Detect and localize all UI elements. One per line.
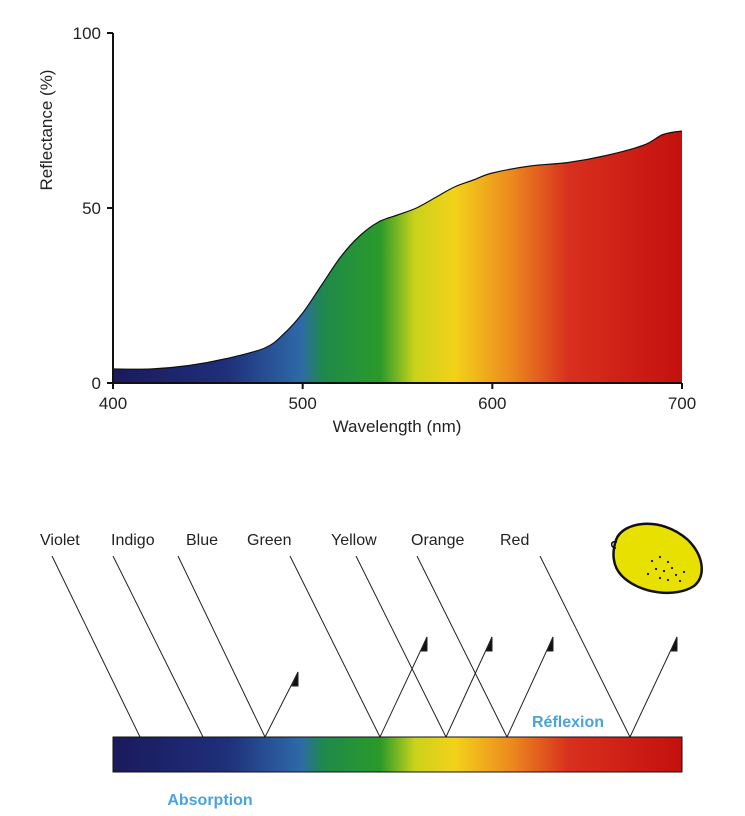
y-axis-label: Reflectance (%) — [37, 70, 56, 191]
x-axis-label: Wavelength (nm) — [333, 417, 462, 436]
x-tick-label: 700 — [668, 394, 696, 413]
y-tick-label: 0 — [92, 374, 101, 393]
reflectance-curve — [112, 130, 683, 370]
reflected-ray-1 — [264, 671, 299, 738]
y-tick-label: 100 — [73, 24, 101, 43]
reflected-ray-2 — [379, 636, 428, 738]
color-label-indigo: Indigo — [111, 532, 155, 549]
x-tick-label: 500 — [288, 394, 316, 413]
color-label-green: Green — [247, 532, 291, 549]
color-label-blue: Blue — [186, 532, 218, 549]
y-ticks: 0 50 100 — [73, 24, 113, 393]
ray-violet — [51, 555, 141, 738]
y-tick-label: 50 — [82, 199, 101, 218]
ray-red — [539, 555, 631, 738]
ray-blue — [177, 555, 266, 738]
color-label-violet: Violet — [40, 532, 80, 549]
lemon-body — [612, 522, 703, 595]
reflectance-chart: 0 50 100 400 500 600 700 Wavelength (nm) Refl… — [37, 24, 696, 436]
color-labels: Violet Indigo Blue Green Yellow Orange R… — [40, 532, 529, 549]
ray-orange — [416, 555, 508, 738]
x-tick-label: 600 — [478, 394, 506, 413]
x-ticks: 400 500 600 700 — [99, 383, 696, 413]
arrowhead-2-icon — [420, 636, 428, 652]
color-label-red: Red — [500, 532, 529, 549]
arrowhead-4-icon — [546, 636, 554, 652]
reflected-rays — [264, 636, 678, 738]
reflectance-area — [113, 131, 682, 383]
spectrum-bar — [112, 736, 683, 773]
x-tick-label: 400 — [99, 394, 127, 413]
arrowhead-5-icon — [670, 636, 678, 652]
reflexion-label: Réflexion — [532, 714, 604, 731]
ray-green — [289, 555, 381, 738]
color-label-yellow: Yellow — [331, 532, 377, 549]
color-label-orange: Orange — [411, 532, 464, 549]
lemon-tip — [610, 540, 618, 549]
arrowhead-3-icon — [485, 636, 493, 652]
reflected-ray-5 — [629, 636, 678, 738]
lemon-pores — [646, 555, 686, 583]
reflected-ray-3 — [445, 636, 493, 738]
lemon-icon — [610, 522, 703, 595]
arrowhead-1-icon — [291, 671, 299, 687]
reflection-diagram: Violet Indigo Blue Green Yellow Orange R… — [40, 522, 703, 809]
reflected-ray-4 — [506, 636, 554, 738]
ray-indigo — [112, 555, 204, 738]
incident-rays — [51, 555, 631, 738]
absorption-label: Absorption — [167, 792, 252, 809]
ray-yellow — [355, 555, 447, 738]
